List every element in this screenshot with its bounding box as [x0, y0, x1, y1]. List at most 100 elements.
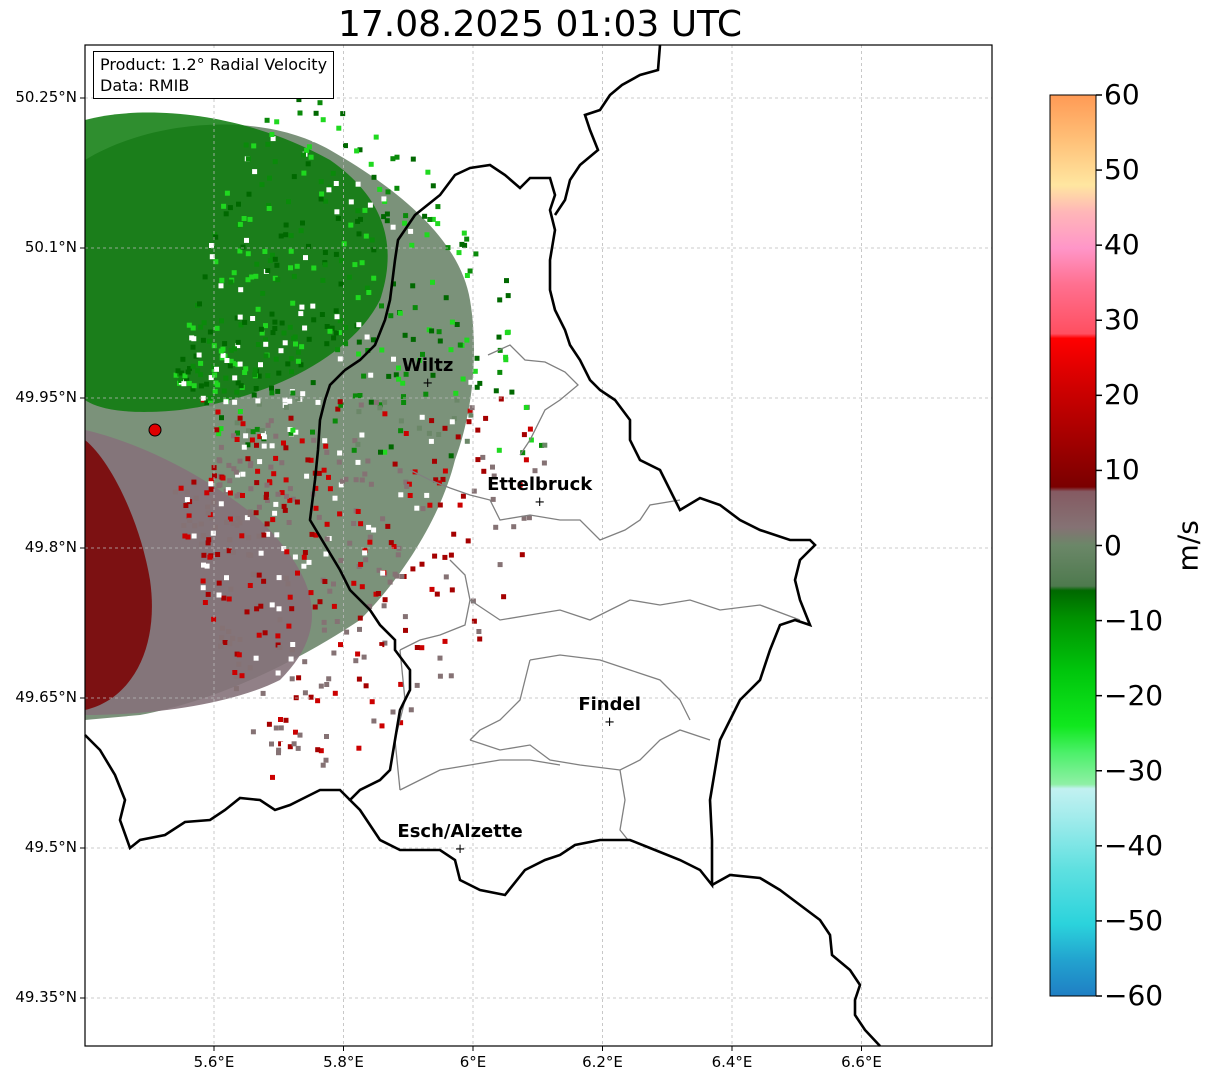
colorbar — [1049, 94, 1097, 997]
echo-pixel — [448, 453, 454, 459]
city-marker: + — [422, 376, 433, 391]
echo-pixel — [288, 233, 294, 239]
echo-pixel — [414, 682, 420, 688]
echo-pixel — [343, 476, 349, 482]
echo-pixel — [324, 341, 330, 347]
echo-pixel — [336, 330, 342, 336]
echo-pixel — [231, 270, 237, 276]
echo-pixel — [353, 477, 359, 483]
echo-pixel — [224, 190, 230, 196]
echo-pixel — [359, 477, 365, 483]
echo-pixel — [324, 449, 330, 455]
echo-pixel — [247, 509, 253, 515]
echo-pixel — [228, 586, 234, 592]
echo-pixel — [381, 603, 387, 609]
canton-boundaries — [394, 344, 801, 841]
echo-pixel — [399, 574, 405, 579]
echo-pixel — [403, 213, 409, 219]
echo-pixel — [287, 324, 293, 330]
echo-pixel — [240, 244, 246, 250]
echo-pixel — [254, 442, 259, 448]
echo-pixel — [326, 187, 332, 193]
echo-pixel — [226, 462, 232, 468]
echo-pixel — [356, 231, 362, 237]
echo-pixel — [290, 390, 296, 396]
echo-pixel — [294, 263, 300, 269]
echo-pixel — [313, 532, 319, 538]
echo-pixel — [371, 174, 377, 180]
echo-pixel — [204, 563, 210, 569]
echo-pixel — [186, 322, 192, 328]
echo-pixel — [218, 426, 224, 432]
echo-pixel — [291, 741, 297, 747]
echo-pixel — [230, 635, 236, 641]
y-tick-label: 49.8°N — [24, 538, 77, 556]
echo-pixel — [322, 250, 328, 255]
echo-pixel — [243, 142, 249, 148]
echo-pixel — [424, 232, 430, 238]
echo-pixel — [190, 363, 196, 369]
echo-pixel — [398, 681, 404, 687]
echo-pixel — [207, 554, 213, 560]
echo-pixel — [223, 399, 229, 405]
echo-pixel — [205, 540, 211, 546]
echo-pixel — [281, 741, 286, 747]
echo-pixel — [298, 311, 304, 317]
echo-pixel — [218, 501, 224, 507]
echo-pixel — [178, 485, 184, 491]
echo-pixel — [434, 565, 440, 571]
echo-pixel — [424, 492, 430, 498]
echo-pixel — [242, 319, 248, 325]
echo-pixel — [290, 427, 296, 433]
echo-pixel — [382, 399, 388, 405]
echo-pixel — [321, 619, 327, 625]
echo-pixel — [210, 530, 216, 536]
echo-pixel — [505, 293, 511, 299]
echo-pixel — [416, 425, 422, 431]
echo-pixel — [403, 479, 409, 485]
echo-pixel — [466, 543, 472, 549]
echo-pixel — [394, 185, 400, 191]
echo-pixel — [286, 623, 292, 629]
echo-pixel — [185, 369, 191, 375]
echo-pixel — [480, 454, 486, 460]
echo-pixel — [273, 433, 279, 439]
echo-pixel — [246, 191, 252, 197]
echo-pixel — [422, 213, 428, 219]
echo-pixel — [193, 495, 199, 501]
echo-pixel — [519, 552, 525, 558]
echo-pixel — [225, 487, 231, 493]
echo-pixel — [359, 260, 365, 266]
echo-pixel — [264, 117, 270, 123]
echo-pixel — [331, 603, 337, 609]
echo-pixel — [430, 372, 436, 378]
echo-pixel — [388, 540, 394, 546]
echo-pixel — [269, 385, 274, 391]
echo-pixel — [486, 527, 492, 533]
echo-pixel — [474, 242, 480, 248]
echo-pixel — [323, 443, 329, 449]
echo-pixel — [200, 337, 206, 343]
echo-pixel — [251, 392, 257, 398]
echo-pixel — [337, 511, 343, 517]
echo-pixel — [215, 409, 221, 415]
echo-pixel — [442, 554, 448, 560]
echo-pixel — [337, 356, 343, 362]
echo-pixel — [392, 461, 398, 467]
x-tick-label: 6.6°E — [841, 1053, 882, 1071]
echo-pixel — [391, 544, 397, 549]
echo-pixel — [327, 588, 333, 594]
echo-pixel — [224, 519, 230, 525]
echo-pixel — [448, 347, 454, 353]
echo-pixel — [386, 373, 392, 379]
echo-pixel — [221, 388, 227, 394]
echo-pixel — [273, 455, 279, 461]
echo-pixel — [319, 191, 325, 197]
echo-pixel — [348, 199, 354, 205]
echo-pixel — [357, 147, 363, 153]
echo-pixel — [287, 486, 293, 492]
echo-pixel — [481, 468, 487, 474]
echo-pixel — [305, 457, 311, 463]
echo-pixel — [227, 205, 233, 211]
colorbar-tick-label: −60 — [1104, 979, 1164, 1012]
